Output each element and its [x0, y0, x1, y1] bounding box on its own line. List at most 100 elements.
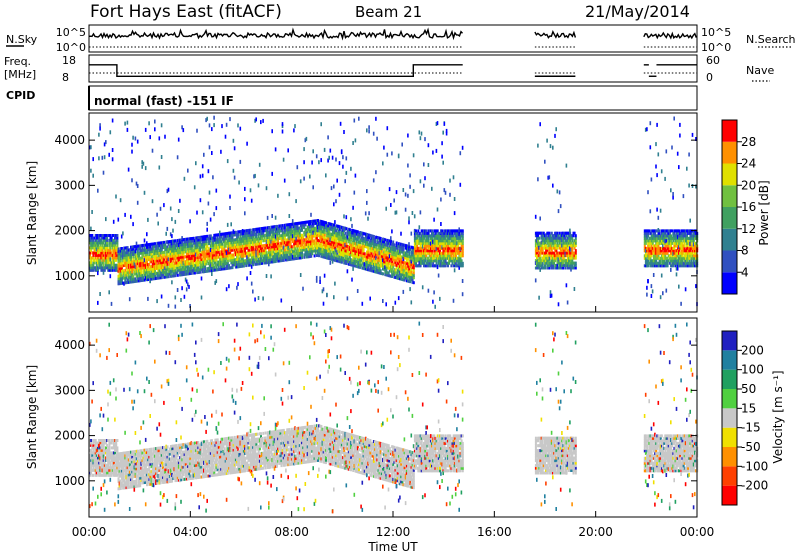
range-cell [189, 244, 192, 248]
range-cell [293, 242, 296, 246]
range-cell [196, 238, 199, 242]
range-cell [288, 255, 291, 259]
range-cell [128, 253, 131, 257]
range-cell [241, 257, 244, 261]
range-cell [211, 236, 213, 240]
range-cell [123, 246, 126, 250]
range-cell [101, 258, 104, 262]
range-cell [195, 241, 197, 245]
range-cell [115, 256, 118, 260]
range-cell [183, 245, 186, 249]
range-cell [427, 288, 430, 293]
range-cell [213, 253, 216, 257]
range-cell [158, 261, 161, 265]
range-cell [410, 231, 413, 236]
range-cell [203, 260, 205, 264]
range-cell [221, 247, 224, 251]
range-cell [400, 231, 402, 236]
range-cell [112, 258, 115, 262]
range-cell [192, 251, 195, 255]
range-cell [302, 286, 304, 291]
range-cell [203, 245, 205, 249]
range-cell [106, 241, 109, 245]
range-cell [149, 275, 152, 279]
range-cell [250, 248, 253, 252]
range-cell [144, 253, 147, 257]
range-cell [155, 244, 158, 248]
range-cell [160, 261, 163, 265]
range-cell [231, 233, 234, 237]
range-cell [234, 248, 237, 252]
range-cell [124, 212, 126, 217]
range-cell [200, 237, 203, 242]
range-cell [127, 258, 130, 262]
range-cell [238, 242, 241, 246]
range-cell [309, 174, 311, 179]
range-cell [232, 253, 235, 257]
range-cell [445, 131, 448, 136]
range-cell [171, 269, 174, 273]
range-cell [124, 258, 127, 262]
range-cell [191, 269, 194, 273]
range-cell [260, 259, 262, 263]
range-cell [125, 273, 128, 277]
range-cell [288, 257, 291, 261]
range-cell [228, 239, 231, 243]
range-cell [287, 148, 289, 153]
range-cell [310, 212, 312, 217]
range-cell [548, 256, 551, 261]
range-cell [157, 271, 160, 275]
range-cell [293, 237, 296, 241]
range-cell [231, 253, 234, 257]
range-cell [268, 258, 270, 262]
range-cell [247, 256, 250, 260]
range-cell [92, 241, 95, 245]
range-cell [110, 261, 113, 265]
range-cell [146, 268, 148, 272]
range-cell [199, 248, 202, 252]
range-cell [298, 251, 301, 255]
range-cell [290, 245, 293, 249]
range-cell [189, 252, 192, 256]
range-cell [222, 259, 225, 263]
range-cell [257, 235, 260, 238]
range-cell [290, 255, 293, 259]
range-cell [127, 248, 130, 252]
range-cell [272, 235, 275, 239]
range-cell [151, 260, 154, 263]
range-cell [234, 265, 237, 269]
range-cell [165, 263, 168, 266]
range-cell [230, 248, 233, 252]
range-cell [108, 256, 111, 260]
range-cell [108, 263, 111, 267]
range-cell [294, 124, 296, 129]
range-cell [229, 246, 232, 250]
range-cell [290, 225, 293, 229]
range-cell [192, 256, 195, 260]
range-cell [289, 230, 292, 234]
range-cell [293, 227, 296, 231]
range-cell [224, 237, 227, 241]
range-cell [233, 250, 236, 254]
range-cell [106, 248, 109, 252]
range-cell [130, 280, 132, 284]
range-cell [206, 221, 208, 226]
range-cell [171, 274, 174, 278]
range-cell [303, 238, 306, 242]
range-cell [98, 238, 101, 242]
range-cell [160, 266, 163, 270]
range-cell [158, 259, 161, 262]
range-cell [188, 284, 190, 289]
range-cell [260, 247, 262, 251]
range-cell [188, 237, 191, 241]
range-cell [274, 252, 277, 256]
range-cell [344, 179, 346, 184]
range-cell [217, 265, 220, 269]
range-cell [148, 270, 151, 274]
range-cell [265, 261, 268, 265]
range-cell [238, 257, 241, 261]
range-cell [201, 164, 204, 169]
range-cell [354, 138, 357, 143]
range-cell [376, 136, 378, 141]
range-cell [268, 255, 270, 259]
